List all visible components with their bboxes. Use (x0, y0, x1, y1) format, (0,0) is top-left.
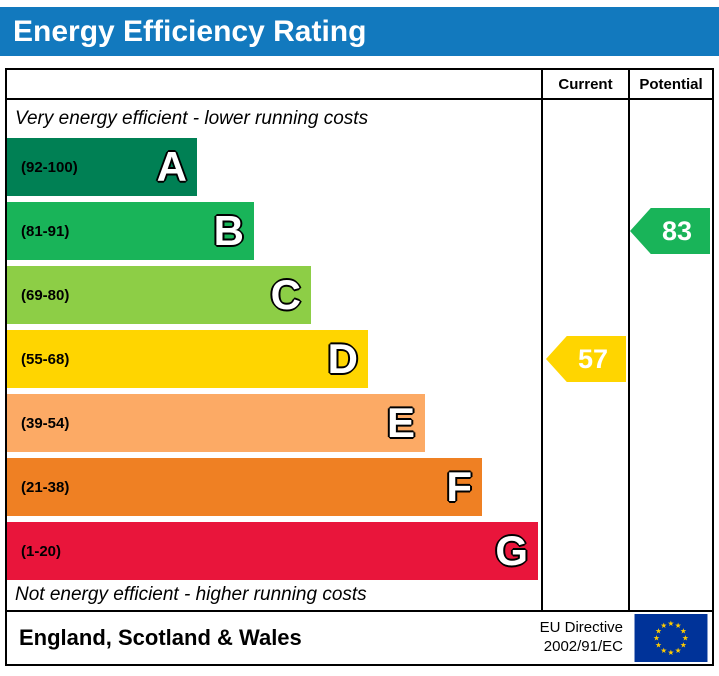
band-letter: D (327, 335, 358, 382)
band-range: (81-91) (21, 222, 70, 240)
band-range: (39-54) (21, 414, 70, 432)
eu-directive-label: EU Directive 2002/91/EC (540, 619, 633, 657)
band-letter: A (156, 143, 187, 190)
band-b: (81-91) B (7, 202, 254, 260)
eu-flag-field (634, 614, 708, 662)
band-list: (92-100) A (81-91) B (69-80) C (55-68) D… (7, 138, 541, 580)
svg-text:★: ★ (680, 641, 687, 650)
current-column-header: Current (543, 70, 628, 100)
svg-text:★: ★ (660, 646, 667, 655)
band-g: (1-20) G (7, 522, 538, 580)
potential-rating-value: 83 (661, 215, 693, 246)
band-range: (55-68) (21, 350, 70, 368)
potential-column-header: Potential (630, 70, 712, 100)
bands-area: Very energy efficient - lower running co… (7, 70, 541, 610)
svg-text:★: ★ (655, 641, 662, 650)
header-spacer (7, 70, 541, 100)
svg-text:★: ★ (668, 648, 675, 657)
region-label: England, Scotland & Wales (19, 625, 302, 650)
current-rating-arrow: 57 (546, 336, 626, 382)
rating-chart: Very energy efficient - lower running co… (5, 68, 714, 612)
svg-text:★: ★ (675, 621, 682, 630)
potential-rating-arrow: 83 (630, 208, 710, 254)
svg-text:★: ★ (680, 626, 687, 635)
band-d: (55-68) D (7, 330, 368, 388)
eu-flag-stars: ★ ★ ★ ★ ★ ★ ★ ★ ★ ★ ★ ★ (653, 619, 689, 657)
band-range: (1-20) (21, 542, 62, 560)
band-c: (69-80) C (7, 266, 311, 324)
band-range: (92-100) (21, 158, 78, 176)
svg-text:★: ★ (675, 646, 682, 655)
band-letter: F (446, 463, 472, 510)
potential-column: Potential 83 (628, 70, 712, 610)
band-range: (21-38) (21, 478, 70, 496)
top-note: Very energy efficient - lower running co… (15, 108, 369, 129)
band-f: (21-38) F (7, 458, 482, 516)
bottom-note: Not energy efficient - higher running co… (15, 584, 367, 605)
current-rating-value: 57 (577, 343, 609, 374)
footer: England, Scotland & Wales EU Directive 2… (5, 612, 714, 666)
band-letter: C (270, 271, 301, 318)
title-bar: Energy Efficiency Rating (0, 7, 719, 56)
page-title: Energy Efficiency Rating (13, 14, 367, 48)
band-a: (92-100) A (7, 138, 197, 196)
band-letter: E (386, 399, 415, 446)
svg-text:★: ★ (668, 619, 675, 628)
band-e: (39-54) E (7, 394, 425, 452)
eu-directive-line2: 2002/91/EC (543, 638, 623, 655)
current-column: Current 57 (541, 70, 628, 610)
svg-text:★: ★ (660, 621, 667, 630)
svg-text:★: ★ (653, 634, 660, 643)
band-letter: G (495, 527, 528, 574)
band-letter: B (213, 207, 244, 254)
eu-directive-line1: EU Directive (539, 619, 623, 637)
svg-text:★: ★ (655, 626, 662, 635)
band-range: (69-80) (21, 286, 70, 304)
svg-text:★: ★ (682, 634, 689, 643)
eu-flag-icon: ★ ★ ★ ★ ★ ★ ★ ★ ★ ★ ★ ★ (634, 614, 708, 662)
